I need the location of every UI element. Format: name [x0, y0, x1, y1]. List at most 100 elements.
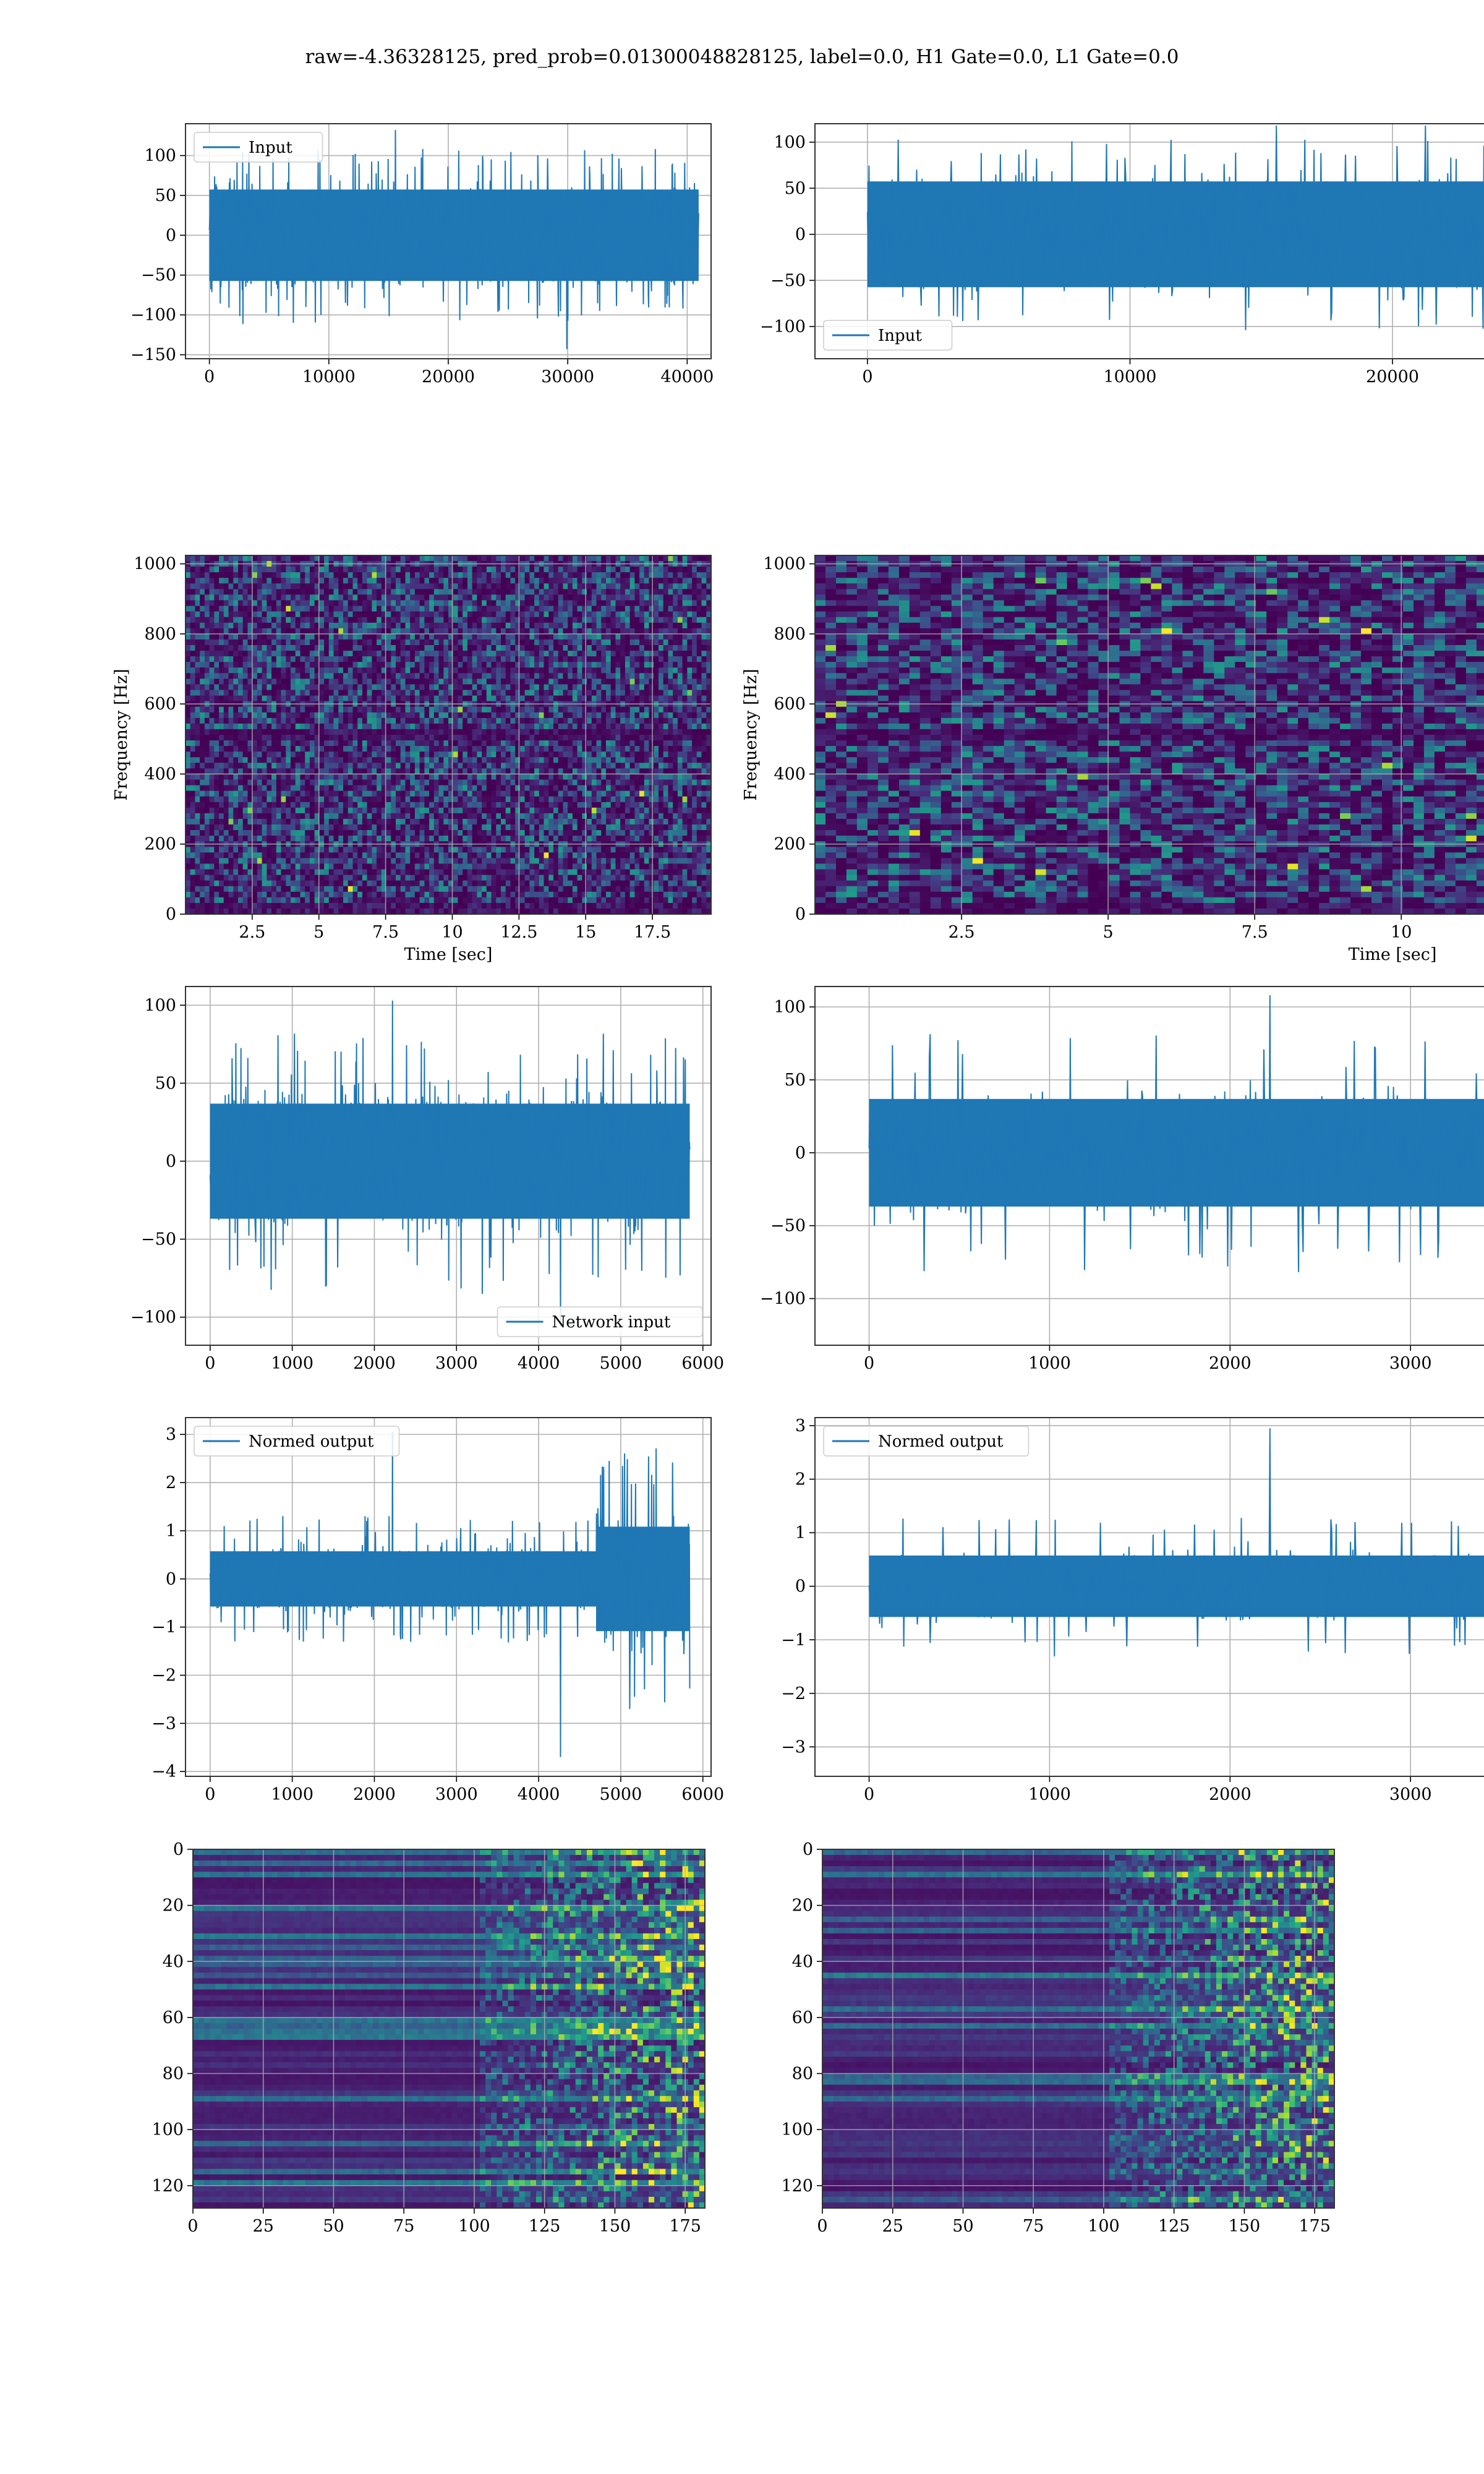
heatmap-cell: [482, 836, 487, 842]
heatmap-cell: [524, 746, 530, 752]
heatmap-cell: [200, 656, 205, 662]
heatmap-cell: [238, 751, 244, 758]
heatmap-cell: [219, 583, 224, 589]
heatmap-cell: [414, 633, 420, 640]
heatmap-cell: [519, 880, 526, 887]
heatmap-cell: [438, 774, 444, 781]
heatmap-cell: [281, 662, 286, 668]
heatmap-cell: [419, 785, 425, 792]
heatmap-cell: [477, 813, 482, 820]
heatmap-cell: [463, 763, 468, 769]
heatmap-cell: [186, 869, 191, 876]
heatmap-cell: [242, 717, 248, 724]
heatmap-cell: [309, 875, 315, 881]
heatmap-cell: [414, 830, 420, 836]
heatmap-cell: [367, 645, 372, 651]
heatmap-cell: [405, 869, 411, 876]
heatmap-cell: [186, 891, 191, 898]
heatmap-cell: [453, 656, 458, 662]
heatmap-cell: [309, 751, 315, 758]
heatmap-cell: [286, 628, 291, 635]
heatmap-cell: [247, 667, 253, 674]
heatmap-cell: [381, 847, 387, 853]
heatmap-cell: [223, 908, 229, 915]
heatmap-cell: [377, 735, 382, 741]
heatmap-cell: [548, 617, 554, 623]
heatmap-cell: [539, 611, 545, 618]
heatmap-cell: [453, 807, 458, 814]
heatmap-cell: [396, 763, 401, 769]
heatmap-cell: [333, 891, 339, 898]
heatmap-cell: [486, 746, 492, 752]
heatmap-cell: [453, 690, 458, 696]
heatmap-cell: [305, 830, 310, 836]
heatmap-cell: [414, 774, 420, 781]
heatmap-cell: [515, 729, 521, 735]
heatmap-cell: [477, 746, 482, 752]
heatmap-cell: [367, 875, 372, 881]
heatmap-cell: [414, 836, 420, 842]
heatmap-cell: [190, 706, 195, 713]
heatmap-cell: [463, 802, 468, 808]
heatmap-cell: [257, 863, 263, 870]
heatmap-cell: [458, 880, 463, 887]
heatmap-cell: [377, 807, 382, 814]
heatmap-cell: [519, 729, 526, 735]
heatmap-cell: [362, 667, 368, 674]
heatmap-cell: [252, 684, 258, 691]
heatmap-cell: [410, 628, 416, 635]
heatmap-cell: [291, 606, 296, 612]
heatmap-cell: [405, 594, 411, 601]
heatmap-cell: [539, 757, 545, 763]
heatmap-cell: [186, 751, 191, 758]
heatmap-cell: [281, 567, 286, 573]
heatmap-cell: [190, 583, 195, 589]
heatmap-cell: [515, 875, 521, 881]
heatmap-cell: [448, 589, 454, 596]
heatmap-cell: [219, 830, 224, 836]
heatmap-cell: [257, 651, 263, 657]
heatmap-cell: [519, 751, 526, 758]
heatmap-cell: [467, 622, 473, 629]
heatmap-cell: [233, 847, 239, 853]
heatmap-cell: [242, 567, 248, 573]
heatmap-cell: [352, 852, 358, 858]
heatmap-cell: [247, 645, 253, 651]
heatmap-cell: [247, 695, 253, 702]
heatmap-cell: [209, 746, 215, 752]
heatmap-cell: [257, 830, 263, 836]
heatmap-cell: [204, 723, 210, 730]
heatmap-cell: [319, 639, 325, 646]
heatmap-cell: [414, 723, 420, 730]
heatmap-cell: [328, 706, 335, 713]
heatmap-cell: [524, 818, 530, 825]
heatmap-cell: [433, 662, 440, 668]
heatmap-cell: [219, 622, 224, 629]
heatmap-cell: [233, 908, 239, 915]
heatmap-cell: [386, 818, 391, 825]
heatmap-cell: [271, 690, 277, 696]
heatmap-cell: [271, 875, 277, 881]
heatmap-cell: [524, 796, 530, 803]
heatmap-cell: [529, 611, 535, 618]
heatmap-cell: [433, 902, 440, 909]
heatmap-cell: [510, 869, 516, 876]
heatmap-cell: [223, 779, 229, 786]
heatmap-cell: [300, 712, 305, 719]
heatmap-cell: [348, 902, 353, 909]
heatmap-cell: [286, 908, 291, 915]
heatmap-cell: [496, 818, 501, 825]
heatmap-cell: [200, 802, 205, 808]
heatmap-cell: [539, 555, 545, 562]
heatmap-cell: [186, 695, 191, 702]
heatmap-cell: [333, 639, 339, 646]
heatmap-cell: [453, 633, 458, 640]
heatmap-cell: [300, 656, 305, 662]
heatmap-cell: [309, 779, 315, 786]
heatmap-cell: [338, 824, 344, 831]
legend-label: Input: [249, 139, 292, 157]
heatmap-cell: [362, 774, 368, 781]
heatmap-cell: [477, 847, 482, 853]
heatmap-cell: [190, 645, 195, 651]
heatmap-cell: [190, 717, 195, 724]
